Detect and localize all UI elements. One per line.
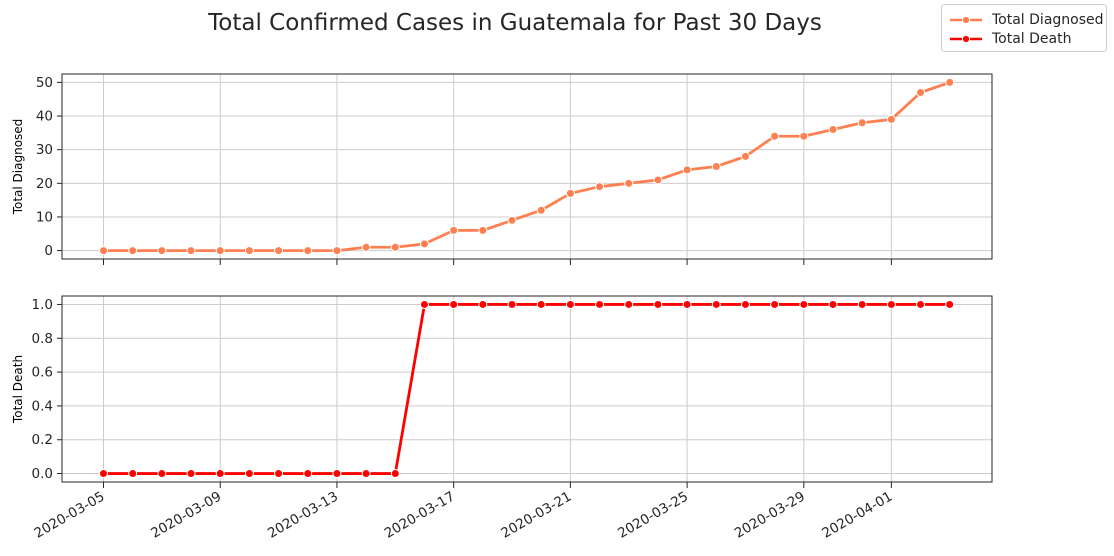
data-point bbox=[99, 469, 108, 479]
data-point bbox=[711, 299, 721, 309]
data-point bbox=[565, 299, 575, 309]
data-point bbox=[244, 469, 254, 479]
data-point bbox=[332, 469, 342, 479]
data-point bbox=[682, 165, 692, 175]
data-point bbox=[244, 246, 254, 256]
data-point bbox=[361, 242, 371, 252]
legend-item-total-death: Total Death bbox=[948, 30, 1071, 48]
data-point bbox=[215, 469, 225, 479]
data-point bbox=[886, 114, 896, 124]
data-point bbox=[916, 299, 926, 309]
y-tick-label: 50 bbox=[36, 75, 53, 91]
data-point bbox=[536, 205, 546, 215]
data-point bbox=[478, 225, 488, 235]
data-point bbox=[945, 299, 955, 309]
data-point bbox=[332, 246, 342, 256]
data-point bbox=[274, 469, 284, 479]
data-point bbox=[595, 182, 605, 192]
y-axis-label: Total Death bbox=[11, 355, 25, 424]
y-tick-label: 1.0 bbox=[32, 297, 53, 313]
x-tick-label: 2020-04-01 bbox=[819, 489, 895, 542]
data-point bbox=[419, 299, 429, 309]
x-tick-label: 2020-03-25 bbox=[615, 489, 691, 542]
subplot-2: 0.0 0.2 0.4 0.6 0.8 1.0 2020-03-05 2020-03-09 20… bbox=[11, 295, 993, 542]
legend-item-total-diagnosed: Total Diagnosed bbox=[948, 11, 1104, 29]
data-point bbox=[99, 246, 108, 256]
data-point bbox=[740, 299, 750, 309]
subplot-1: 0 10 20 30 40 50 Total Diagnosed bbox=[11, 73, 993, 265]
data-point bbox=[828, 125, 838, 134]
data-point bbox=[653, 175, 663, 185]
data-point bbox=[624, 299, 634, 309]
data-point bbox=[128, 246, 138, 256]
x-tick-label: 2020-03-17 bbox=[382, 489, 458, 542]
y-tick-label: 0.4 bbox=[32, 398, 53, 414]
data-point bbox=[186, 246, 196, 256]
data-point bbox=[916, 88, 926, 97]
x-tick-label: 2020-03-13 bbox=[265, 489, 341, 542]
data-point bbox=[945, 77, 955, 87]
y-tick-label: 0.0 bbox=[32, 466, 53, 482]
axes-frame bbox=[61, 73, 993, 260]
y-axis-label: Total Diagnosed bbox=[11, 119, 25, 216]
chart-title: Total Confirmed Cases in Guatemala for P… bbox=[208, 10, 822, 36]
data-point bbox=[186, 469, 196, 479]
series-line bbox=[103, 81, 951, 252]
y-tick-label: 40 bbox=[36, 109, 53, 125]
axes-frame bbox=[61, 295, 993, 483]
data-point bbox=[595, 299, 605, 309]
data-point bbox=[215, 246, 225, 256]
x-tick-label: 2020-03-09 bbox=[148, 489, 224, 542]
y-tick-label: 10 bbox=[36, 209, 53, 225]
y-tick-label: 0.6 bbox=[32, 365, 53, 381]
legend: Total Diagnosed Total Death bbox=[941, 4, 1107, 52]
data-point bbox=[799, 131, 809, 141]
data-point bbox=[128, 469, 138, 479]
data-point bbox=[361, 469, 371, 479]
data-point bbox=[449, 299, 459, 309]
data-point bbox=[857, 299, 867, 309]
legend-label: Total Diagnosed bbox=[992, 12, 1104, 28]
data-point bbox=[157, 246, 167, 256]
data-point bbox=[303, 246, 313, 256]
data-point bbox=[419, 239, 429, 249]
data-point bbox=[770, 299, 780, 309]
data-point bbox=[740, 151, 750, 161]
y-tick-label: 20 bbox=[36, 176, 53, 192]
data-point bbox=[390, 242, 400, 252]
data-point bbox=[507, 215, 517, 225]
data-point bbox=[274, 246, 284, 256]
data-point bbox=[536, 299, 546, 309]
data-point bbox=[653, 299, 663, 309]
data-point bbox=[624, 178, 634, 188]
x-tick-label: 2020-03-05 bbox=[32, 489, 108, 542]
x-tick-label: 2020-03-29 bbox=[732, 489, 808, 542]
data-point bbox=[478, 299, 488, 309]
data-point bbox=[565, 188, 575, 198]
data-point bbox=[886, 299, 896, 309]
y-tick-label: 30 bbox=[36, 142, 53, 158]
data-point bbox=[157, 469, 167, 479]
legend-swatch-total-diagnosed bbox=[950, 15, 982, 25]
data-point bbox=[857, 118, 867, 128]
data-point bbox=[770, 131, 780, 141]
data-point bbox=[828, 299, 838, 309]
series-line bbox=[103, 303, 950, 475]
data-point bbox=[507, 299, 517, 309]
data-point bbox=[303, 469, 313, 479]
data-point bbox=[390, 469, 400, 479]
data-point bbox=[711, 162, 721, 171]
data-point bbox=[799, 299, 809, 309]
y-tick-label: 0.2 bbox=[32, 432, 53, 448]
legend-label: Total Death bbox=[992, 31, 1072, 47]
data-point bbox=[449, 225, 459, 235]
data-point bbox=[682, 299, 692, 309]
y-tick-label: 0 bbox=[44, 243, 53, 259]
x-tick-label: 2020-03-21 bbox=[498, 489, 574, 542]
y-tick-label: 0.8 bbox=[32, 331, 53, 347]
legend-swatch-total-death bbox=[950, 34, 982, 44]
